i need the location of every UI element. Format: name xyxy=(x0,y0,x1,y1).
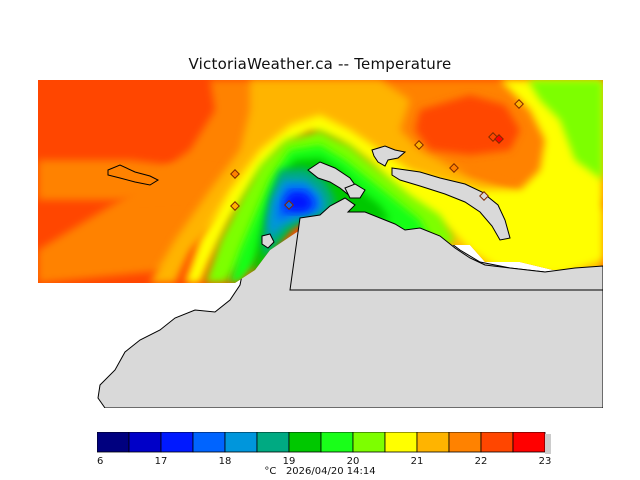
color-scale-legend: 16 17 18 19 20 21 22 23 xyxy=(97,432,552,467)
station-markers xyxy=(230,99,524,211)
legend-swatch xyxy=(288,432,322,453)
legend-tick-label: 23 xyxy=(539,456,552,467)
legend-swatch xyxy=(97,432,130,453)
legend-swatch xyxy=(416,432,450,453)
legend-swatch xyxy=(320,432,354,453)
station-marker[interactable] xyxy=(494,134,504,144)
station-marker[interactable] xyxy=(414,140,424,150)
legend-swatch xyxy=(256,432,290,453)
station-marker[interactable] xyxy=(230,201,240,211)
station-marker[interactable] xyxy=(514,99,524,109)
legend-swatch xyxy=(352,432,386,453)
legend-tick-label: 20 xyxy=(347,456,360,467)
legend-swatch xyxy=(224,432,258,453)
legend-swatch xyxy=(480,432,514,453)
legend-tick-label: 18 xyxy=(219,456,232,467)
legend-tick-label: 19 xyxy=(283,456,296,467)
map-title: VictoriaWeather.ca -- Temperature xyxy=(188,55,452,73)
legend-tick-label: 21 xyxy=(411,456,424,467)
legend-swatch xyxy=(512,432,546,453)
legend-swatch xyxy=(192,432,226,453)
legend-caption: °C 2026/04/20 14:14 xyxy=(0,466,640,477)
legend-unit: °C xyxy=(264,466,277,477)
legend-swatch xyxy=(384,432,418,453)
legend-shadow xyxy=(545,434,551,454)
legend-tick-label: 17 xyxy=(155,456,168,467)
legend-timestamp: 2026/04/20 14:14 xyxy=(285,466,376,477)
station-marker[interactable] xyxy=(230,169,240,179)
station-marker[interactable] xyxy=(284,200,294,210)
legend-swatch xyxy=(128,432,162,453)
legend-swatch xyxy=(160,432,194,453)
station-marker[interactable] xyxy=(449,163,459,173)
legend-tick-label: 22 xyxy=(475,456,488,467)
legend-swatch xyxy=(448,432,482,453)
temperature-map[interactable] xyxy=(38,80,603,408)
legend-tick-label: 16 xyxy=(97,456,103,467)
station-marker[interactable] xyxy=(479,191,489,201)
